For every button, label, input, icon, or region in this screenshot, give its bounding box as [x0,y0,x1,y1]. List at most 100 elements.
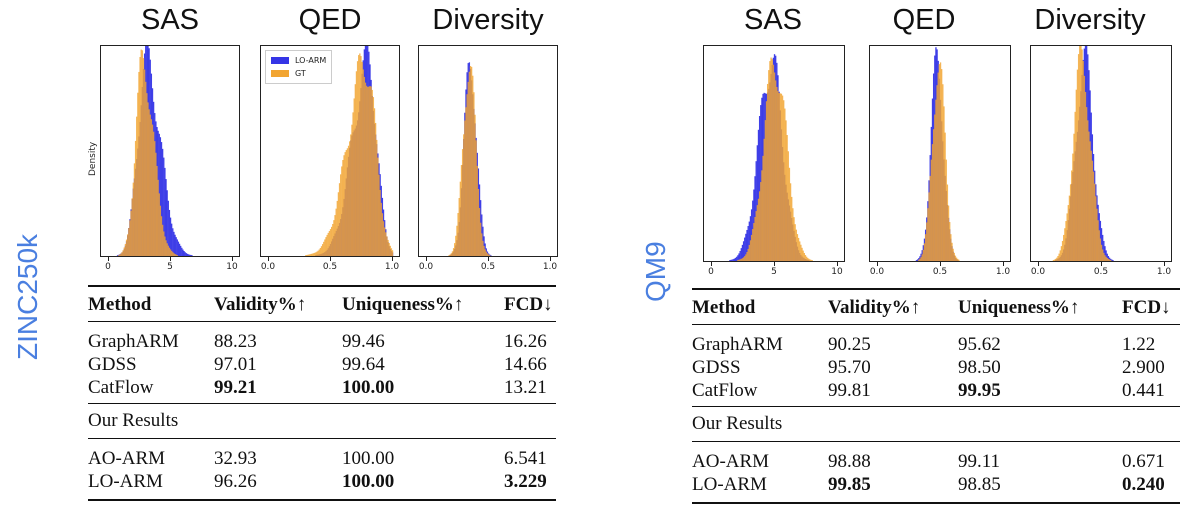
hist-bar [456,225,458,256]
hist-bar [738,253,740,261]
hist-bar [797,237,800,261]
hist-bar [173,231,175,256]
hist-bar [479,222,482,256]
hist-bar [180,245,182,256]
hist-bar [742,257,745,261]
hist-bar [140,49,142,256]
hist-bar [1112,260,1114,261]
cell-fcd: 6.541 [504,448,547,469]
hist-bar [189,254,191,256]
hist-bar [945,159,947,261]
hist-bar [792,208,794,261]
hist-bar [159,137,162,256]
hist-svg [1052,46,1114,262]
hist-bar [167,245,169,256]
hist-bar [472,75,474,257]
hist-bar [147,102,149,256]
hist-bar [953,252,955,261]
cell-uniqueness: 95.62 [958,334,1001,355]
hist-bar [174,234,176,256]
hist-bar [789,183,792,261]
hist-bar [457,213,459,256]
hist-bar [166,243,168,256]
hist-bar [772,64,775,261]
hist-bar [800,244,802,261]
hist-bar [1106,253,1108,261]
x-tick-label: 1.0 [1156,267,1172,277]
hist-bar [448,255,450,256]
hist-bar [128,228,130,256]
x-tick-label: 0.5 [480,262,496,272]
legend-swatch-lo-arm [271,57,289,64]
hist-bar [166,190,168,256]
hist-bar [125,239,128,256]
table-row: AO-ARM 32.93 100.00 6.541 [88,439,556,471]
hist-bar [187,254,190,256]
hist-bar [164,167,166,256]
hist-bar [1104,246,1106,261]
hist-bar [1057,256,1059,261]
hist-bar [922,249,925,261]
hist-bar [1110,259,1112,261]
hist-bar [474,114,476,256]
x-tick-label: 0.0 [418,262,434,272]
hist-bar [758,191,761,261]
hist-bar [310,253,313,256]
hist-bar [763,138,765,261]
hist-bar [1067,205,1069,261]
hist-bar [131,198,133,256]
cell-method: AO-ARM [692,451,770,472]
hist-bar [455,235,457,256]
hist-bar [314,252,316,256]
hist-bar [1056,257,1058,261]
hist-bar [1071,170,1073,261]
plot-zinc-sas [100,45,240,257]
hist-bar [142,58,145,256]
hist-bar [957,258,959,261]
hist-bar [165,240,167,256]
hist-bar [795,229,797,261]
hist-bar [367,86,369,257]
hist-bar [353,98,355,256]
hist-bar [324,239,326,256]
hist-bar [461,149,464,256]
hist-bar [1090,150,1092,261]
hist-bar [952,248,954,261]
hist-bar [359,53,361,257]
hist-bar [345,150,347,256]
series-gt [118,49,178,257]
hist-bar [134,140,137,256]
hist-bar [1055,258,1057,261]
hist-bar [741,258,744,261]
table-row: CatFlow 99.81 99.95 0.441 [692,379,1180,407]
x-tick-label: 0.0 [260,262,276,272]
hist-bar [1095,196,1097,261]
hist-bar [483,245,485,256]
hist-bar [1080,46,1082,261]
hist-bar [739,259,741,261]
hist-bar [788,167,791,261]
hist-bar [385,232,387,256]
hist-bar [337,192,340,256]
hist-bar [936,85,938,261]
hist-bar [475,140,477,256]
hist-bar [383,227,386,256]
table-row: GraphARM 88.23 99.46 16.26 [88,322,556,354]
hist-bar [935,99,937,261]
hist-bar [172,228,174,256]
hist-bar [1073,133,1075,261]
hist-bar [947,205,950,261]
hist-bar [946,184,949,261]
hist-bar [786,135,788,261]
hist-bar [929,175,931,261]
hist-bar [122,250,124,256]
table-header: Method Validity%↑ Uniqueness%↑ FCD↓ [692,288,1180,325]
hist-bar [466,94,468,256]
hist-bar [165,179,167,256]
hist-bar [1074,111,1076,261]
hist-bar [177,241,180,256]
hist-bar [766,83,769,261]
hist-bar [364,82,367,256]
table-header: Method Validity%↑ Uniqueness%↑ FCD↓ [88,285,556,322]
hist-bar [470,66,473,257]
